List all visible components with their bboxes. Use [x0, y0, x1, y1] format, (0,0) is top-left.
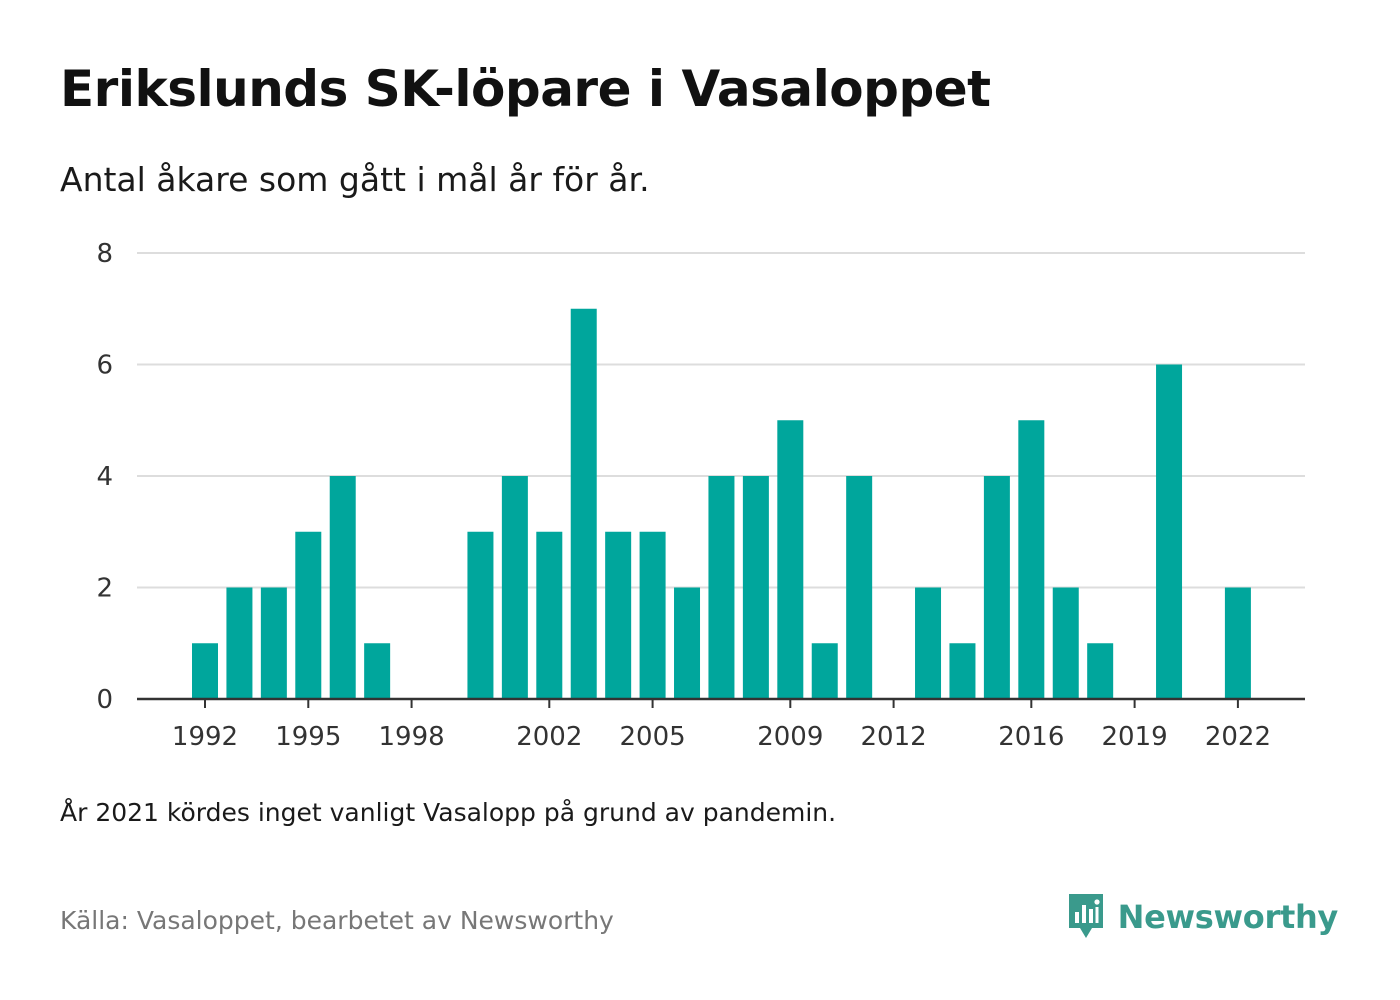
chart-subtitle: Antal åkare som gått i mål år för år.	[60, 160, 650, 199]
x-tick-label: 2009	[757, 722, 823, 752]
bar-2006	[674, 587, 701, 699]
x-tick-label: 2016	[998, 722, 1064, 752]
x-tick-label: 1992	[172, 722, 238, 752]
bar-1995	[295, 531, 322, 699]
newsworthy-logo-text: Newsworthy	[1117, 898, 1339, 936]
bar-2020	[1156, 364, 1183, 699]
bar-1997	[364, 643, 391, 699]
bar-2000	[467, 531, 494, 699]
y-tick-labels: 0 2 4 6 8	[96, 239, 113, 715]
bar-2022	[1224, 587, 1251, 699]
chart-title: Erikslunds SK-löpare i Vasaloppet	[60, 60, 991, 118]
y-tick-label: 6	[96, 351, 113, 381]
bar-1996	[329, 476, 356, 699]
bar-1993	[226, 587, 253, 699]
bar-2002	[536, 531, 563, 699]
bar-2009	[777, 420, 804, 699]
bar-2003	[570, 308, 597, 699]
newsworthy-logo: Newsworthy	[1066, 892, 1338, 942]
bar-2013	[915, 587, 942, 699]
bar-2007	[708, 476, 735, 699]
bar-chart: 0 2 4 6 8 1992 1995 1998 2002 2005 2009 2012 2016 20…	[96, 239, 1305, 752]
x-tick-label: 1995	[275, 722, 341, 752]
x-tick-label: 1998	[378, 722, 444, 752]
x-tick-label: 2019	[1102, 722, 1168, 752]
bar-2004	[605, 531, 632, 699]
source-text: Källa: Vasaloppet, bearbetet av Newswort…	[60, 906, 614, 935]
x-tick-label: 2002	[516, 722, 582, 752]
bar-1994	[260, 587, 287, 699]
bar-2018	[1087, 643, 1114, 699]
bar-2011	[846, 476, 873, 699]
bar-2010	[811, 643, 838, 699]
y-tick-label: 4	[96, 462, 113, 492]
bar-2014	[949, 643, 976, 699]
x-tick-label: 2022	[1205, 722, 1271, 752]
bar-2001	[501, 476, 528, 699]
x-tick-label: 2005	[620, 722, 686, 752]
bar-2017	[1052, 587, 1079, 699]
y-tick-label: 0	[96, 685, 113, 715]
chart-note: År 2021 kördes inget vanligt Vasalopp på…	[60, 798, 837, 827]
bars	[192, 308, 1251, 699]
y-tick-label: 2	[96, 574, 113, 604]
bar-1992	[192, 643, 218, 699]
x-tick-label: 2012	[861, 722, 927, 752]
bar-2015	[983, 476, 1010, 699]
bar-2005	[639, 531, 666, 699]
newsworthy-logo-icon	[1068, 894, 1103, 938]
y-tick-label: 8	[96, 239, 113, 269]
x-tick-labels: 1992 1995 1998 2002 2005 2009 2012 2016 2019 2022	[172, 699, 1271, 752]
bar-2016	[1018, 420, 1045, 699]
bar-2008	[742, 476, 769, 699]
